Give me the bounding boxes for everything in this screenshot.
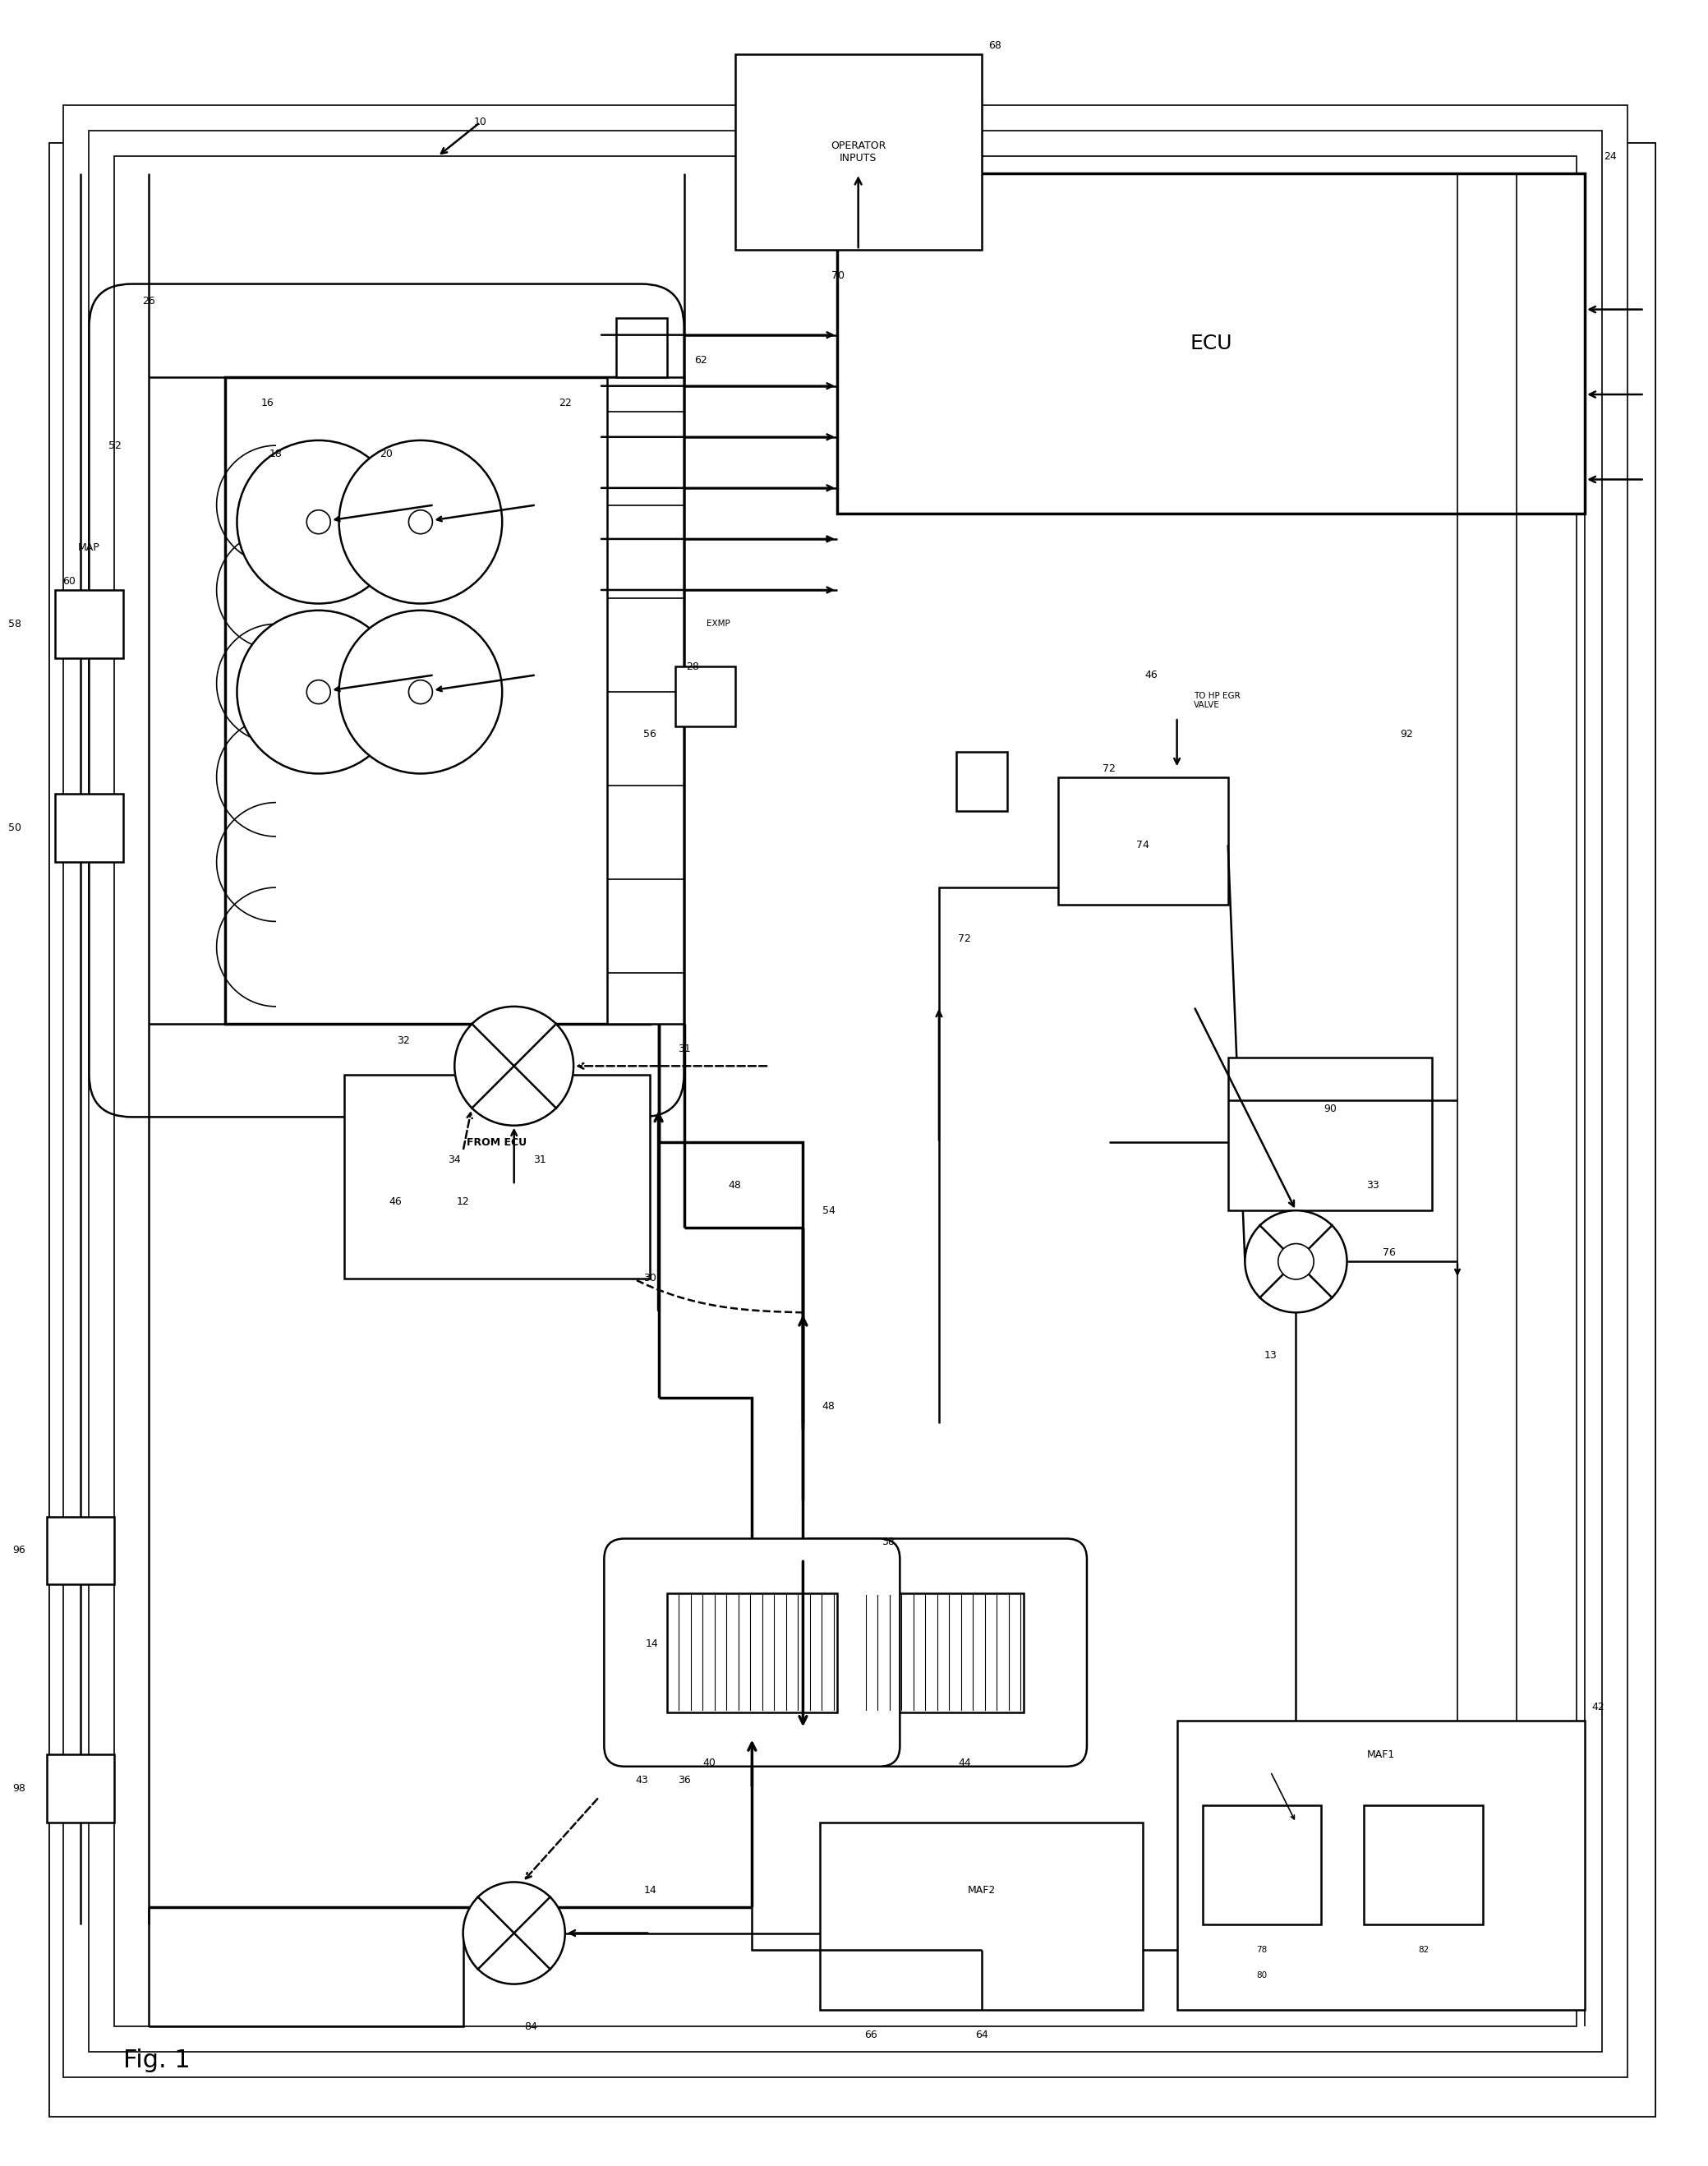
Text: 43: 43 — [635, 1774, 647, 1785]
Text: 16: 16 — [261, 399, 273, 409]
Text: 74: 74 — [1136, 840, 1149, 851]
Bar — [55, 589, 123, 658]
Text: 31: 31 — [533, 1154, 547, 1165]
Text: MAP: MAP — [79, 542, 101, 552]
Bar — [82, 175, 1623, 2088]
Text: 62: 62 — [695, 355, 707, 366]
Text: 80: 80 — [1257, 1971, 1267, 1980]
Text: 31: 31 — [678, 1044, 690, 1055]
Circle shape — [307, 680, 330, 704]
Text: 18: 18 — [270, 448, 282, 459]
Bar — [46, 1754, 114, 1822]
Text: 34: 34 — [447, 1154, 461, 1165]
Circle shape — [454, 1007, 574, 1126]
Bar — [1177, 1720, 1585, 2010]
Text: 54: 54 — [822, 1204, 835, 1215]
FancyBboxPatch shape — [605, 1538, 900, 1767]
Circle shape — [237, 611, 400, 773]
Text: 76: 76 — [1383, 1248, 1395, 1258]
Text: 48: 48 — [822, 1401, 835, 1412]
Text: 64: 64 — [975, 2030, 987, 2040]
Bar — [46, 1516, 114, 1586]
Text: 48: 48 — [729, 1180, 741, 1191]
Text: 36: 36 — [678, 1774, 690, 1785]
Text: 42: 42 — [1592, 1702, 1606, 1713]
Text: MAF1: MAF1 — [1366, 1750, 1395, 1761]
Text: 52: 52 — [108, 440, 121, 451]
Circle shape — [408, 680, 432, 704]
Bar — [343, 1074, 651, 1278]
Circle shape — [237, 440, 400, 604]
Text: 28: 28 — [687, 661, 699, 671]
Text: 84: 84 — [524, 2021, 538, 2032]
Text: 46: 46 — [389, 1196, 401, 1206]
Text: 72: 72 — [1102, 762, 1115, 773]
Text: 50: 50 — [9, 823, 20, 834]
Text: 66: 66 — [864, 2030, 878, 2040]
Text: 10: 10 — [473, 117, 487, 128]
Text: TO HP EGR
VALVE: TO HP EGR VALVE — [1194, 691, 1240, 708]
Circle shape — [1245, 1211, 1348, 1313]
Text: 70: 70 — [832, 271, 844, 282]
Bar — [668, 1592, 837, 1711]
Text: 33: 33 — [1366, 1180, 1378, 1191]
Text: 14: 14 — [646, 1640, 659, 1648]
Text: 12: 12 — [456, 1196, 470, 1206]
Circle shape — [463, 1882, 565, 1984]
FancyBboxPatch shape — [791, 1538, 1086, 1767]
Bar — [89, 130, 1602, 2051]
Text: ECU: ECU — [1190, 334, 1231, 353]
Circle shape — [307, 509, 330, 533]
Text: 96: 96 — [12, 1544, 26, 1555]
Circle shape — [338, 440, 502, 604]
Text: 20: 20 — [381, 448, 393, 459]
Bar — [1057, 778, 1228, 905]
Bar — [820, 1822, 1143, 2010]
Text: 90: 90 — [1324, 1102, 1336, 1113]
Text: 14: 14 — [644, 1884, 656, 1895]
Text: 92: 92 — [1401, 730, 1413, 741]
Bar — [114, 208, 1590, 2056]
Bar — [676, 667, 734, 726]
Text: 46: 46 — [1144, 669, 1158, 680]
Text: Fig. 1: Fig. 1 — [123, 2049, 190, 2073]
Bar — [617, 318, 668, 377]
Text: 72: 72 — [958, 934, 972, 944]
Text: 44: 44 — [958, 1757, 970, 1767]
Text: 40: 40 — [704, 1757, 716, 1767]
Text: 38: 38 — [881, 1536, 895, 1547]
Circle shape — [408, 509, 432, 533]
Text: 32: 32 — [396, 1035, 410, 1046]
Bar — [608, 377, 683, 1025]
Bar — [114, 156, 1576, 2027]
Text: 30: 30 — [644, 1274, 656, 1284]
Text: 22: 22 — [559, 399, 572, 409]
Text: OPERATOR
INPUTS: OPERATOR INPUTS — [830, 141, 886, 165]
Bar — [55, 795, 123, 862]
Text: 68: 68 — [989, 41, 1001, 52]
Text: EXMP: EXMP — [705, 619, 729, 628]
Text: 98: 98 — [12, 1783, 26, 1793]
Text: 13: 13 — [1264, 1349, 1278, 1360]
Text: FROM ECU: FROM ECU — [466, 1137, 528, 1148]
Text: 60: 60 — [61, 576, 75, 587]
Bar — [1202, 1806, 1322, 1926]
Circle shape — [338, 611, 502, 773]
Bar — [854, 1592, 1025, 1711]
Bar — [225, 377, 651, 1025]
Circle shape — [1278, 1243, 1313, 1280]
Text: 56: 56 — [644, 730, 656, 741]
Text: 24: 24 — [1604, 152, 1617, 162]
Text: 58: 58 — [9, 619, 20, 630]
Bar — [956, 752, 1008, 810]
Bar — [734, 54, 982, 249]
Text: 82: 82 — [1418, 1945, 1430, 1954]
Bar — [1228, 1057, 1431, 1211]
Bar — [1365, 1806, 1483, 1926]
Text: MAF2: MAF2 — [967, 1884, 996, 1895]
Bar — [837, 173, 1585, 513]
Text: 26: 26 — [142, 295, 155, 305]
Text: 78: 78 — [1257, 1945, 1267, 1954]
